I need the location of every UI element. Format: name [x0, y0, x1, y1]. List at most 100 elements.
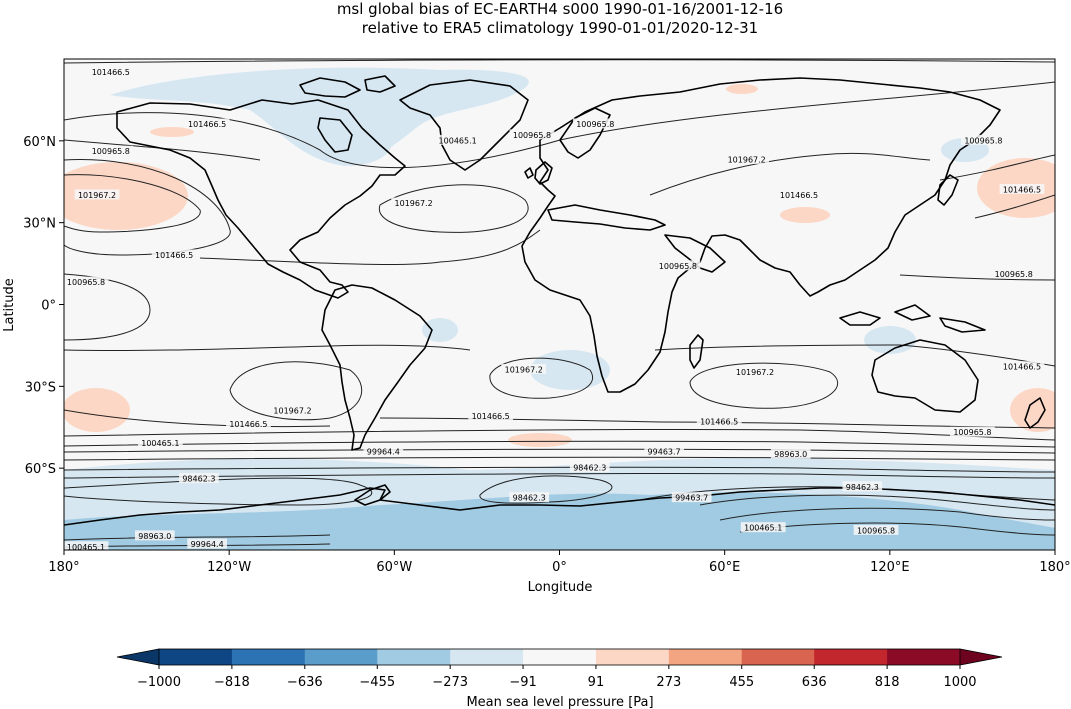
contour-label: 101466.5 — [472, 412, 510, 421]
contour-label-bg — [569, 462, 610, 473]
coast-new-zealand — [1024, 397, 1046, 429]
isobar-line — [64, 456, 1055, 461]
contour-label: 101466.5 — [229, 420, 267, 429]
bias-patch-alaska — [150, 127, 194, 137]
coast-uk — [524, 161, 553, 185]
isobar-line — [479, 475, 613, 504]
colorbar-tick-label: 636 — [802, 675, 827, 690]
contour-label-bg — [187, 538, 227, 549]
isobar-contours — [64, 59, 1055, 548]
contour-label: 98462.3 — [513, 494, 546, 503]
coast-eurasia-africa — [521, 77, 1001, 393]
coast-north-america — [116, 99, 406, 299]
bias-patch-satlantic-neg — [530, 350, 610, 390]
coast-canadian-islands — [299, 75, 396, 98]
colorbar-tick-label: 1000 — [943, 675, 976, 690]
y-tick-label: 60°S — [25, 462, 56, 477]
coast-south-america — [321, 284, 433, 451]
colorbar-label: Mean sea level pressure [Pa] — [466, 695, 653, 709]
colorbar-segment — [741, 649, 815, 665]
bias-patch-satlantic — [508, 433, 572, 447]
coast-australia — [871, 339, 979, 413]
bias-patch-siberia — [726, 84, 758, 94]
isobar-line — [974, 194, 1055, 219]
contour-label-bg — [740, 522, 786, 533]
contour-label: 100965.8 — [995, 270, 1033, 279]
isobar-line — [64, 159, 231, 256]
contour-label-bg — [468, 410, 514, 421]
contour-label: 101466.5 — [188, 120, 226, 129]
isobar-line — [64, 466, 1055, 473]
contour-label: 101466.5 — [1003, 185, 1041, 194]
isobar-line — [64, 344, 471, 352]
contour-label: 101466.5 — [155, 251, 193, 260]
contour-label-bg — [644, 445, 684, 456]
colorbar-segment — [377, 649, 451, 665]
x-axis: 180° 120°W 60°W 0° 60°E 120°E 180° — [48, 550, 1071, 575]
colorbar-tick-label: −1000 — [137, 675, 181, 690]
contour-label: 98462.3 — [573, 464, 606, 473]
isobar-line — [489, 357, 593, 399]
chart-title-line-2: relative to ERA5 climatology 1990-01-01/… — [362, 19, 758, 37]
isobar-line — [939, 154, 1055, 181]
colorbar-tick-label: −818 — [214, 675, 250, 690]
colorbar-tick-label: −636 — [287, 675, 323, 690]
contour-label: 98462.3 — [182, 475, 215, 484]
x-tick-label: 180° — [1039, 560, 1070, 575]
contour-label-bg — [363, 445, 404, 456]
contour-label-bg — [270, 404, 315, 415]
contour-label: 100965.8 — [67, 278, 105, 287]
bias-patch-maritime — [864, 326, 916, 354]
bias-patch-spacific-west — [64, 388, 130, 432]
contour-label: 99463.7 — [648, 447, 681, 456]
x-tick-label: 120°E — [870, 560, 910, 575]
contour-label-bg — [572, 118, 618, 129]
contour-label-bg — [151, 249, 197, 260]
colorbar-extend-under — [116, 648, 160, 666]
contour-label: 100465.1 — [744, 524, 782, 533]
contour-label: 100965.8 — [92, 147, 130, 156]
bias-patch-hudson — [300, 106, 393, 166]
isobar-line — [64, 448, 1055, 454]
contour-label-bg — [179, 473, 219, 484]
bias-patch-npacific-west — [64, 162, 188, 230]
colorbar-tick-label: 91 — [588, 675, 605, 690]
contour-label: 98963.0 — [138, 532, 171, 541]
isobar-line — [64, 81, 1055, 169]
contour-label-bg — [991, 268, 1037, 279]
contour-label: 99964.4 — [191, 540, 224, 549]
contour-label: 99964.4 — [367, 447, 400, 456]
coast-madagascar — [689, 334, 704, 369]
colorbar-segment — [814, 649, 888, 665]
isobar-line — [64, 409, 331, 428]
isobar-line — [64, 174, 201, 233]
contour-label-bg — [88, 66, 134, 77]
contour-label: 101967.2 — [273, 406, 311, 415]
contour-label-bg — [509, 492, 550, 503]
colorbar-tick-label: 455 — [729, 675, 754, 690]
coast-arabia — [664, 234, 726, 273]
x-tick-label: 60°W — [376, 560, 412, 575]
bias-patch-newzealand — [1010, 388, 1055, 432]
coast-scandinavia — [559, 107, 611, 159]
contour-label: 101967.2 — [736, 368, 774, 377]
contour-label-bg — [776, 189, 822, 200]
contour-label: 101466.5 — [700, 417, 738, 426]
isobar-line — [378, 184, 529, 233]
colorbar-tick-label: −455 — [359, 675, 395, 690]
contour-label: 100965.8 — [659, 262, 697, 271]
y-tick-label: 60°N — [23, 135, 56, 150]
contour-labels: 101466.5 101466.5 100965.8 101967.2 101466.5… — [64, 66, 1045, 550]
contour-label: 100965.8 — [576, 120, 614, 129]
contour-label-bg — [509, 129, 555, 140]
contour-label-bg — [950, 426, 995, 437]
contour-label-bg — [137, 437, 183, 448]
y-axis-label: Latitude — [2, 278, 17, 332]
contour-label-bg — [655, 260, 701, 271]
contour-label-bg — [88, 145, 134, 156]
isobar-line — [64, 59, 1055, 64]
contour-label-bg — [134, 530, 175, 541]
colorbar-extend-over — [959, 648, 1003, 666]
colorbar-outline — [158, 648, 961, 666]
contour-label: 101466.5 — [780, 191, 818, 200]
